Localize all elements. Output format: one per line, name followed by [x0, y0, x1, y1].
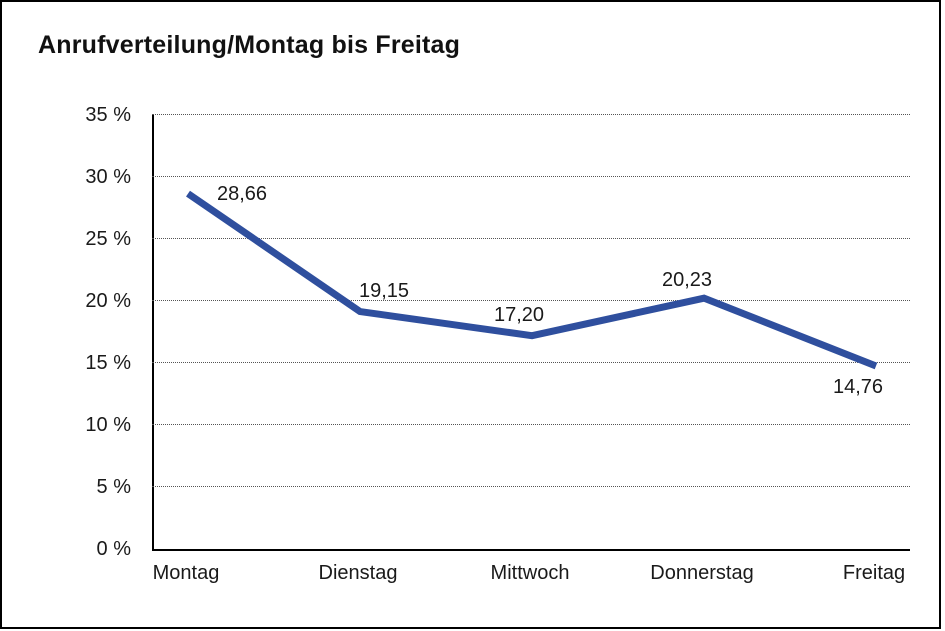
data-point-label: 14,76	[832, 375, 884, 398]
gridline	[152, 362, 910, 363]
plot-area	[152, 114, 910, 551]
x-axis-category-label: Dienstag	[318, 562, 398, 584]
gridline	[152, 300, 910, 301]
y-axis-tick-label: 25 %	[85, 228, 131, 250]
gridline	[152, 486, 910, 487]
gridline	[152, 238, 910, 239]
data-point-label: 19,15	[358, 279, 410, 302]
x-axis-category-label: Donnerstag	[650, 562, 754, 584]
data-point-label: 28,66	[216, 182, 268, 205]
y-axis-tick-label: 0 %	[96, 538, 131, 560]
data-point-label: 17,20	[493, 303, 545, 326]
x-axis-category-label: Montag	[152, 562, 220, 584]
gridline	[152, 176, 910, 177]
y-axis-tick-label: 30 %	[85, 166, 131, 188]
x-axis-category-label: Mittwoch	[490, 562, 570, 584]
gridline	[152, 424, 910, 425]
y-axis-tick-label: 35 %	[85, 104, 131, 126]
y-axis-tick-label: 5 %	[96, 476, 131, 498]
x-axis-category-label: Freitag	[842, 562, 906, 584]
chart-title: Anrufverteilung/Montag bis Freitag	[38, 31, 461, 59]
data-line	[186, 190, 878, 370]
y-axis-tick-label: 15 %	[85, 352, 131, 374]
data-line-layer	[186, 190, 878, 370]
y-axis-tick-label: 10 %	[85, 414, 131, 436]
y-axis-tick-label: 20 %	[85, 290, 131, 312]
gridline	[152, 114, 910, 115]
data-point-label: 20,23	[661, 269, 713, 292]
